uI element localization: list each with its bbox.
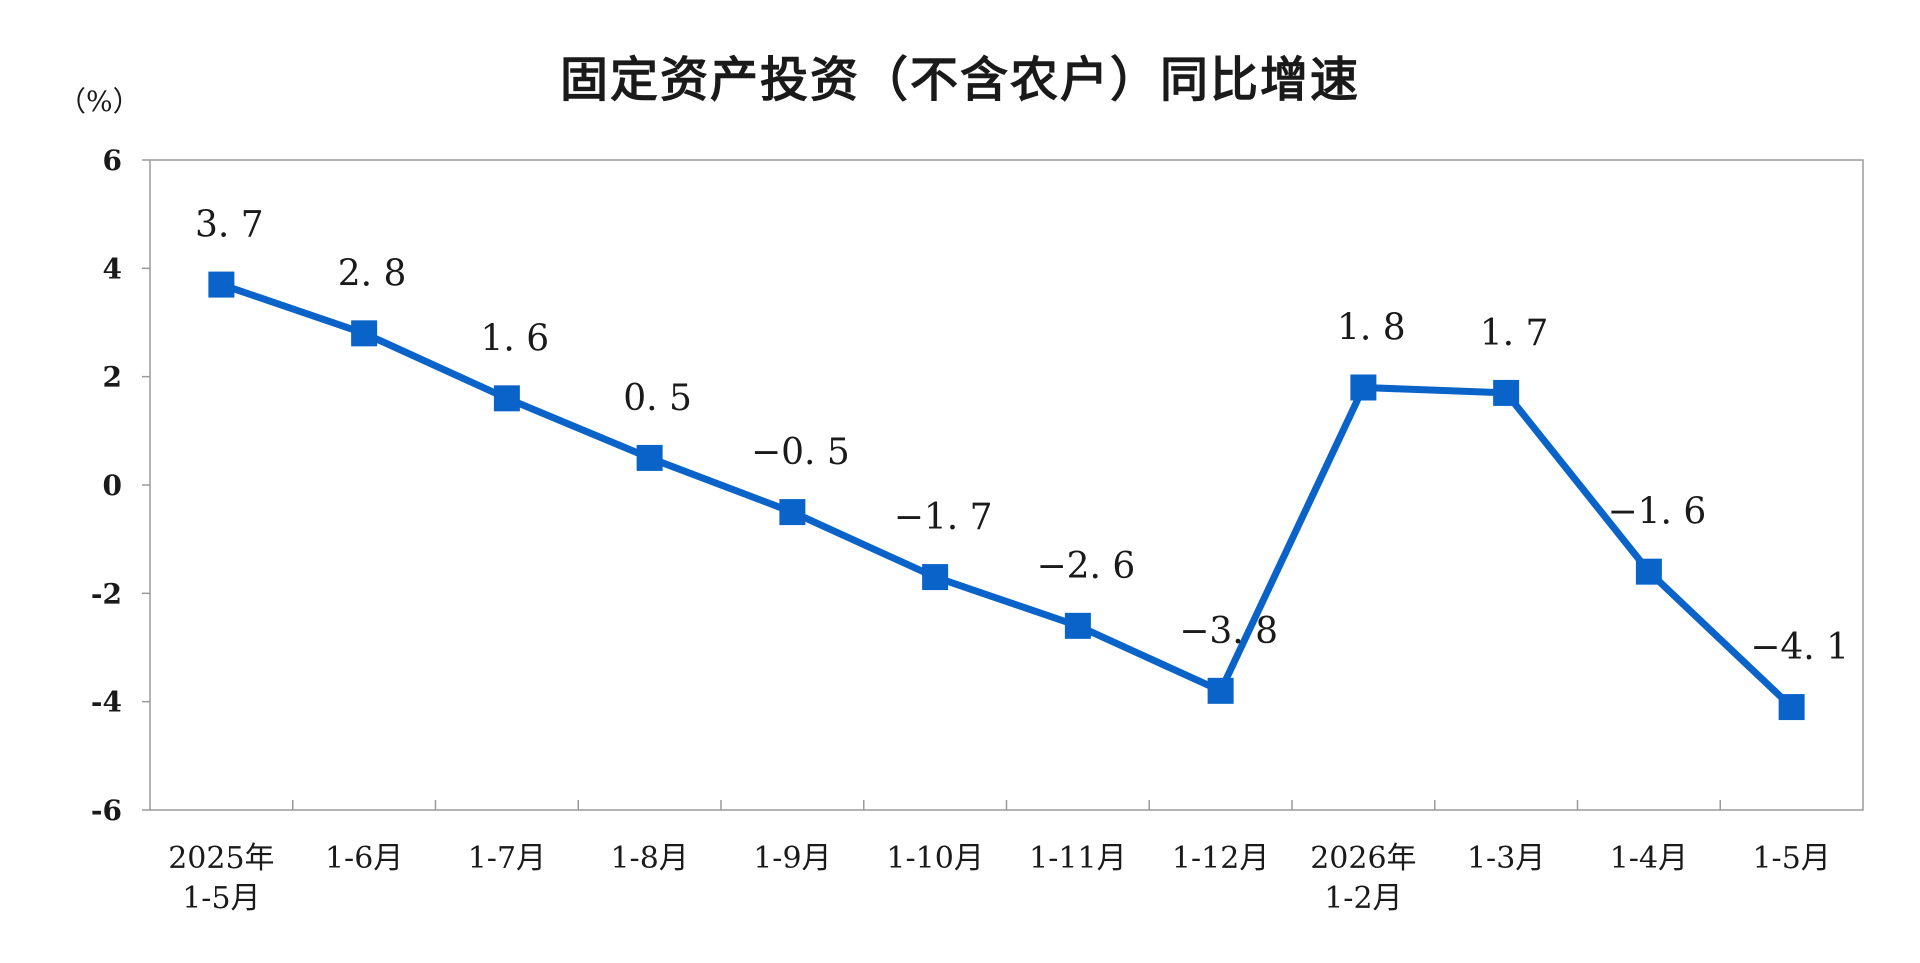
x-tick-label: 1-8月 (610, 841, 688, 876)
y-tick-label: 6 (103, 144, 122, 177)
x-tick-label: 1-11月 (1029, 841, 1126, 876)
data-point-marker (779, 499, 806, 526)
series-line (220, 281, 1795, 710)
x-tick-label: 1-12月 (1172, 841, 1269, 876)
x-tick-label: 2026年 (1310, 841, 1416, 876)
data-label: 1. 7 (1480, 313, 1549, 354)
data-point-marker (1493, 379, 1520, 406)
y-tick-label: -6 (91, 794, 122, 827)
data-point-marker (351, 320, 378, 347)
data-label: −4. 1 (1750, 627, 1849, 668)
data-point-marker (493, 385, 520, 412)
data-point-marker (1635, 558, 1662, 585)
data-point-marker (1778, 694, 1805, 721)
chart-title: 固定资产投资（不含农户）同比增速 (559, 52, 1360, 108)
x-tick-label: 1-7月 (468, 841, 546, 876)
y-tick-label: -4 (91, 686, 122, 719)
data-label: −1. 7 (894, 497, 993, 538)
x-tick-label: 1-5月 (182, 881, 260, 916)
data-label: −1. 6 (1607, 492, 1706, 533)
y-tick-label: -2 (91, 577, 122, 610)
data-label: 3. 7 (195, 205, 264, 246)
data-label: −3. 8 (1179, 611, 1278, 652)
y-tick-label: 2 (103, 361, 122, 394)
x-tick-label: 1-6月 (325, 841, 403, 876)
x-tick-label: 1-4月 (1610, 841, 1688, 876)
data-point-marker (636, 444, 663, 471)
x-tick-label: 1-2月 (1324, 881, 1402, 916)
data-label: 0. 5 (623, 378, 692, 419)
x-tick-label: 1-9月 (753, 841, 831, 876)
y-tick-label: 4 (103, 252, 122, 285)
data-label: 1. 8 (1337, 308, 1406, 349)
y-tick-label: 0 (103, 469, 122, 502)
data-label: 1. 6 (481, 318, 550, 359)
data-point-marker (1064, 612, 1091, 639)
y-axis-unit-label: （%） (58, 85, 141, 118)
data-point-marker (208, 271, 235, 298)
data-point-marker (922, 564, 949, 591)
data-label: −0. 5 (751, 432, 850, 473)
x-tick-label: 2025年 (168, 841, 274, 876)
x-tick-label: 1-5月 (1752, 841, 1830, 876)
plot-border (149, 159, 1864, 811)
data-point-marker (1350, 374, 1377, 401)
data-label: −2. 6 (1036, 546, 1135, 587)
x-tick-label: 1-10月 (886, 841, 983, 876)
x-tick-label: 1-3月 (1467, 841, 1545, 876)
data-point-marker (1207, 677, 1234, 704)
data-label: 2. 8 (338, 253, 407, 294)
